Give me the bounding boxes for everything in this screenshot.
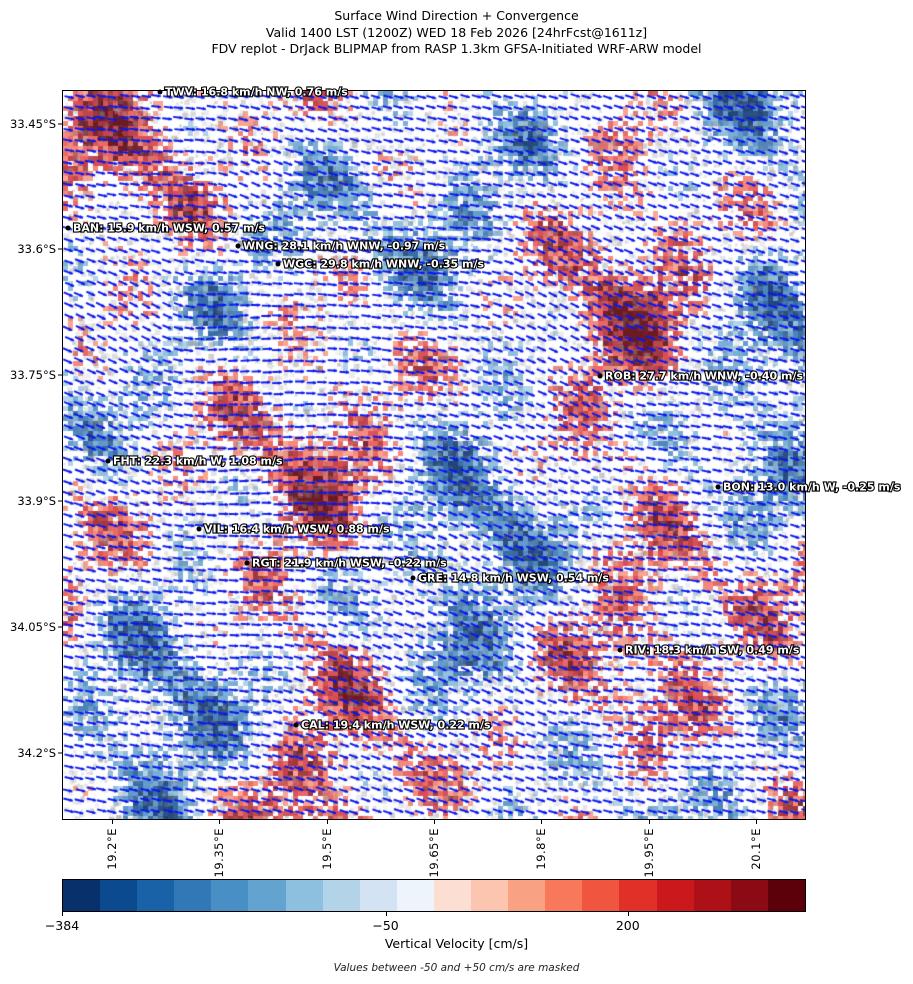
- x-tick-mark: [434, 820, 435, 824]
- colorbar-tick-label: 200: [615, 918, 640, 933]
- x-tick-mark: [755, 820, 757, 824]
- colorbar-bin: [730, 880, 768, 911]
- colorbar-bin: [322, 880, 360, 911]
- station-marker-cal[interactable]: [293, 722, 299, 728]
- colorbar-bin: [248, 880, 286, 911]
- station-marker-fht[interactable]: [105, 458, 111, 464]
- station-marker-twv[interactable]: [157, 89, 163, 95]
- title-line-3: FDV replot - DrJack BLIPMAP from RASP 1.…: [211, 41, 702, 56]
- colorbar[interactable]: [62, 879, 806, 912]
- colorbar-tick-mark: [385, 912, 387, 916]
- y-tick-label: 33.9°S: [17, 494, 56, 509]
- x-tick-mark: [648, 820, 650, 824]
- colorbar-bin: [359, 880, 397, 911]
- colorbar-bin: [137, 880, 175, 911]
- colorbar-bin: [767, 880, 805, 911]
- y-tick-label: 34.2°S: [17, 745, 56, 760]
- colorbar-bin: [471, 880, 509, 911]
- figure-title: Surface Wind Direction + Convergence Val…: [0, 8, 913, 58]
- station-marker-bon[interactable]: [715, 484, 721, 490]
- wind-convergence-field: [63, 91, 805, 819]
- station-marker-wgc[interactable]: [275, 261, 281, 267]
- map-plot-area[interactable]: [62, 90, 806, 820]
- colorbar-bin: [656, 880, 694, 911]
- colorbar-bin: [174, 880, 212, 911]
- colorbar-title: Vertical Velocity [cm/s]: [384, 936, 529, 951]
- station-marker-riv[interactable]: [617, 647, 623, 653]
- station-marker-gre[interactable]: [410, 575, 416, 581]
- station-marker-rgt[interactable]: [244, 560, 250, 566]
- colorbar-bin: [63, 880, 101, 911]
- title-line-2: Valid 1400 LST (1200Z) WED 18 Feb 2026 […: [265, 24, 648, 40]
- station-marker-wng[interactable]: [235, 243, 241, 249]
- mask-note: Values between -50 and +50 cm/s are mask…: [333, 962, 580, 974]
- colorbar-tick-label: −384: [44, 918, 80, 933]
- station-marker-rob[interactable]: [597, 373, 603, 379]
- station-marker-vil[interactable]: [196, 526, 202, 532]
- colorbar-bin: [100, 880, 138, 911]
- y-tick-label: 33.75°S: [10, 368, 56, 383]
- colorbar-tick-mark: [627, 912, 629, 916]
- x-tick-mark: [541, 820, 543, 824]
- colorbar-bin: [211, 880, 249, 911]
- colorbar-bin: [433, 880, 472, 911]
- title-line-1: Surface Wind Direction + Convergence: [334, 8, 579, 23]
- colorbar-tick-mark: [62, 912, 63, 916]
- x-tick-label: 20.1°E: [748, 828, 763, 870]
- x-tick-label: 19.35°E: [212, 828, 227, 878]
- x-tick-mark: [219, 820, 221, 824]
- colorbar-bin: [285, 880, 323, 911]
- x-tick-mark: [326, 820, 328, 824]
- y-tick-label: 33.6°S: [17, 242, 56, 257]
- y-tick-label: 34.05°S: [10, 620, 56, 634]
- x-tick-mark: [112, 820, 114, 824]
- x-tick-label: 19.95°E: [641, 828, 656, 878]
- station-marker-ban[interactable]: [65, 225, 71, 231]
- colorbar-bin: [619, 880, 657, 911]
- x-tick-label: 19.5°E: [319, 828, 334, 870]
- x-tick-label: 19.65°E: [427, 828, 441, 878]
- colorbar-bin: [396, 880, 434, 911]
- colorbar-bin: [693, 880, 731, 911]
- colorbar-bin: [545, 880, 583, 911]
- x-tick-label: 19.8°E: [534, 828, 549, 870]
- y-tick-label: 33.45°S: [10, 116, 56, 131]
- colorbar-bin: [582, 880, 620, 911]
- colorbar-bin: [508, 880, 546, 911]
- x-tick-label: 19.2°E: [105, 828, 120, 870]
- colorbar-tick-label: −50: [372, 918, 399, 933]
